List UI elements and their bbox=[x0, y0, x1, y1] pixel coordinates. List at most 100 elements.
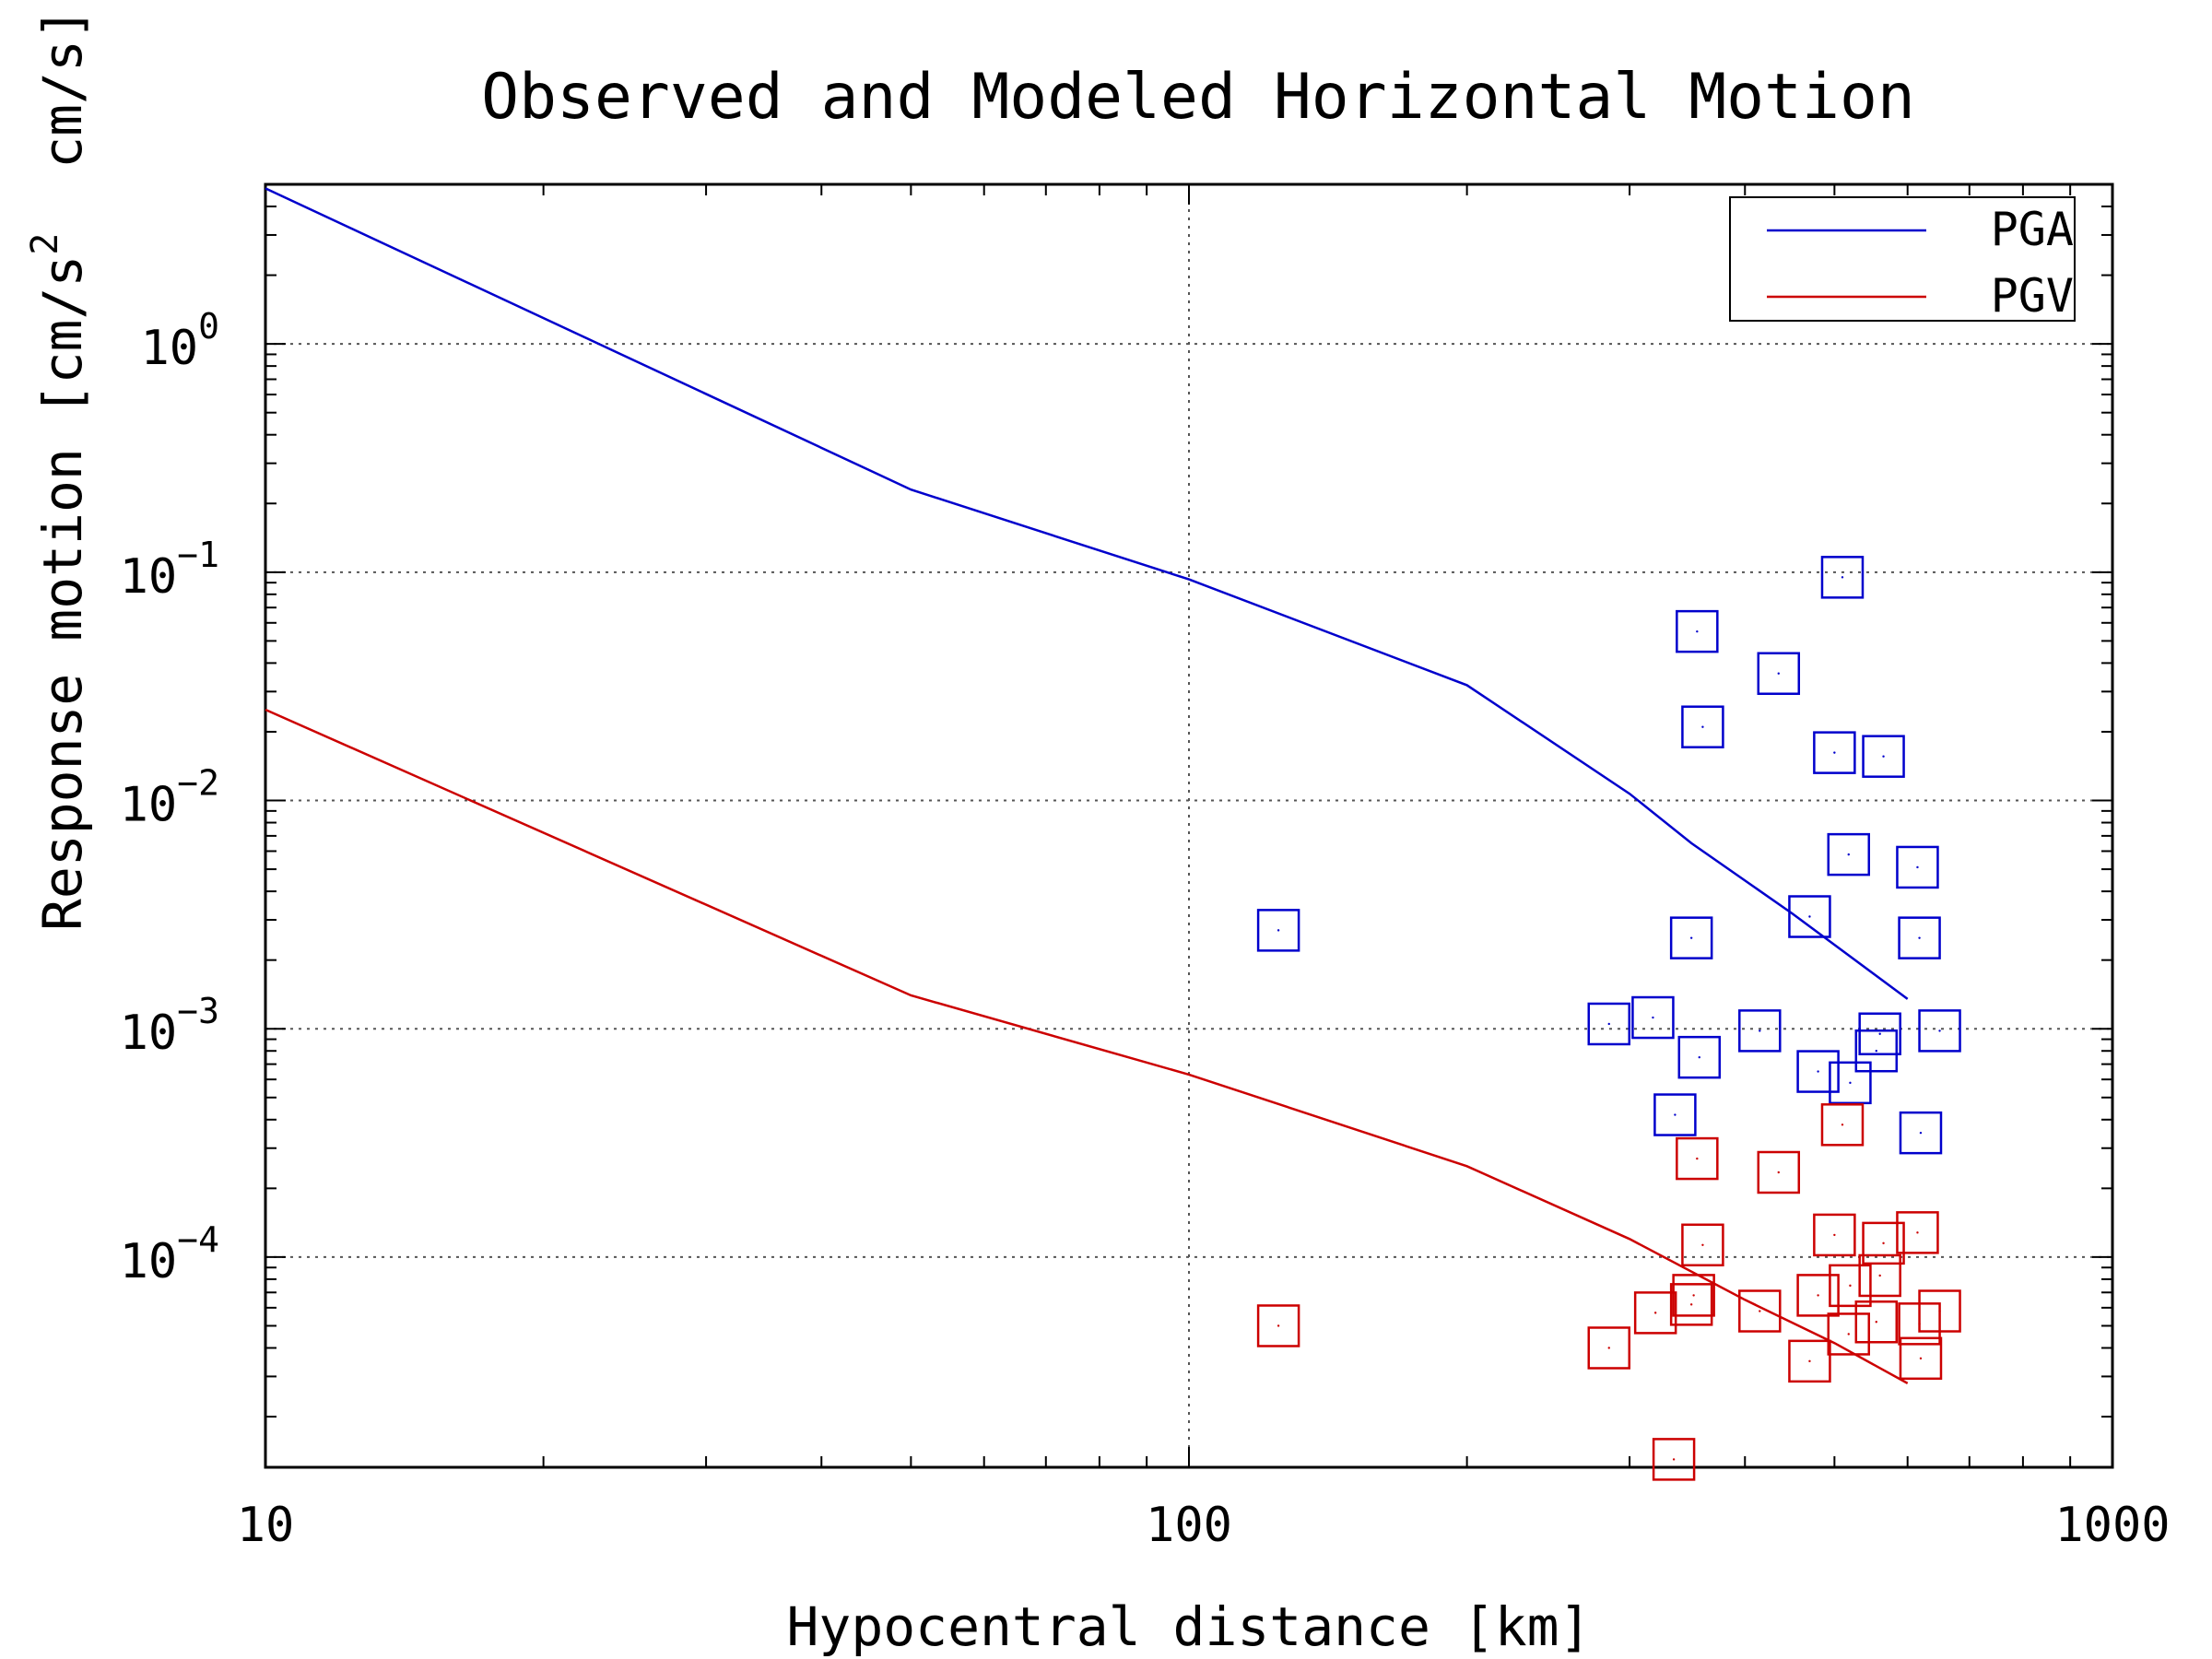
pga-observed-point-2 bbox=[1631, 995, 1675, 1040]
pgv-observed-point-dot-4 bbox=[1689, 1303, 1693, 1306]
pgv-observed-point-dot-11 bbox=[1817, 1294, 1819, 1297]
pga-observed-point-dot-1 bbox=[1607, 1022, 1610, 1026]
pga-observed-point-12 bbox=[1813, 731, 1856, 774]
pga-observed-point-dot-3 bbox=[1674, 1113, 1677, 1116]
legend: PGA PGV bbox=[1729, 196, 2076, 323]
pgv-observed-point-11 bbox=[1796, 1274, 1840, 1317]
y-tick-exp-2: −2 bbox=[177, 763, 219, 804]
pgv-observed-point-dot-13 bbox=[1841, 1124, 1844, 1126]
pga-observed-point-dot-21 bbox=[1919, 1131, 1923, 1135]
pgv-observed-point-dot-6 bbox=[1696, 1157, 1699, 1160]
pgv-observed-point-dot-19 bbox=[1916, 1231, 1919, 1234]
pga-observed-point-dot-20 bbox=[1918, 936, 1921, 939]
pga-observed-point-dot-2 bbox=[1652, 1016, 1654, 1019]
y-tick-base-4: 10 bbox=[120, 1234, 178, 1289]
pgv-observed-point-5 bbox=[1672, 1274, 1715, 1317]
pga-observed-point-21 bbox=[1899, 1111, 1943, 1155]
model-lines bbox=[265, 187, 1909, 1384]
pgv-observed-point-dot-3 bbox=[1672, 1458, 1676, 1461]
pga-observed-point-22 bbox=[1918, 1009, 1961, 1053]
x-axis-label: Hypocentral distance [km] bbox=[787, 1595, 1592, 1658]
pgv-observed-point-dot-10 bbox=[1808, 1359, 1811, 1363]
pga-observed-point-1 bbox=[1587, 1002, 1631, 1046]
pgv-observed-point-dot-16 bbox=[1875, 1321, 1877, 1324]
y-axis-label: Response motion [cm/s2 cm/s] bbox=[24, 7, 94, 931]
pga-observed-point-dot-0 bbox=[1277, 929, 1280, 932]
y-tick-exp-4: −4 bbox=[177, 1219, 219, 1260]
legend-label-pgv: PGV bbox=[1991, 269, 2074, 323]
x-tick-labels: 10 100 1000 bbox=[237, 1498, 2171, 1553]
pgv-observed-point-4 bbox=[1669, 1283, 1713, 1326]
axis-ticks bbox=[265, 183, 2113, 1467]
pgv-observed-point-17 bbox=[1858, 1253, 1901, 1298]
y-tick-base-1: 10 bbox=[120, 549, 178, 605]
pgv-observed-point-dot-14 bbox=[1847, 1333, 1850, 1335]
pgv-observed-point-8 bbox=[1738, 1289, 1782, 1333]
pga-observed-point-dot-12 bbox=[1833, 751, 1836, 754]
x-tick-label-0: 10 bbox=[237, 1498, 295, 1553]
pgv-observed-point-dot-21 bbox=[1919, 1357, 1923, 1360]
pga-observed-point-dot-4 bbox=[1689, 936, 1693, 939]
pgv-observed-point-16 bbox=[1854, 1300, 1899, 1344]
pgv-observed-point-14 bbox=[1827, 1312, 1871, 1356]
observed-points bbox=[1256, 556, 1961, 1481]
pga-observed-point-dot-17 bbox=[1878, 1032, 1881, 1035]
pga-observed-point-17 bbox=[1858, 1012, 1901, 1055]
pga-observed-point-7 bbox=[1681, 705, 1724, 748]
y-axis-label-tail: cm/s] bbox=[31, 7, 94, 232]
y-axis-label-main: Response motion [cm/s bbox=[31, 255, 94, 931]
pgv-observed-point-0 bbox=[1256, 1304, 1300, 1347]
pgv-observed-point-dot-8 bbox=[1759, 1310, 1761, 1312]
pgv-observed-point-13 bbox=[1820, 1103, 1865, 1147]
pgv-observed-point-dot-22 bbox=[1938, 1310, 1941, 1312]
y-tick-label-4: 10−4 bbox=[120, 1219, 219, 1289]
y-tick-exp-1: −1 bbox=[177, 535, 219, 575]
pgv-observed-point-2 bbox=[1633, 1291, 1677, 1335]
pga-observed-point-19 bbox=[1896, 845, 1939, 889]
y-tick-base-3: 10 bbox=[120, 1006, 178, 1061]
pga-observed-point-18 bbox=[1862, 735, 1905, 778]
pgv-observed-point-dot-18 bbox=[1882, 1241, 1885, 1245]
y-tick-exp-0: 0 bbox=[198, 306, 219, 347]
pga-observed-point-20 bbox=[1898, 916, 1941, 959]
pgv-observed-point-18 bbox=[1862, 1221, 1905, 1265]
pga-model-line bbox=[265, 187, 1909, 1000]
y-tick-label-2: 10−2 bbox=[120, 763, 219, 833]
pgv-observed-point-dot-12 bbox=[1833, 1233, 1836, 1237]
pgv-observed-point-21 bbox=[1899, 1336, 1943, 1381]
pga-observed-point-6 bbox=[1677, 1035, 1722, 1079]
pga-observed-point-4 bbox=[1669, 916, 1713, 959]
y-tick-label-0: 100 bbox=[140, 306, 219, 376]
pga-observed-point-dot-18 bbox=[1882, 755, 1885, 758]
y-tick-base-2: 10 bbox=[120, 778, 178, 833]
pgv-observed-point-9 bbox=[1757, 1150, 1801, 1194]
pga-observed-point-9 bbox=[1757, 652, 1801, 695]
x-tick-label-2: 1000 bbox=[2054, 1498, 2170, 1553]
pga-observed-point-16 bbox=[1854, 1029, 1899, 1073]
y-tick-label-1: 10−1 bbox=[120, 535, 219, 605]
pga-observed-point-dot-6 bbox=[1698, 1055, 1700, 1059]
y-tick-label-3: 10−3 bbox=[120, 991, 219, 1061]
pga-observed-point-dot-13 bbox=[1841, 576, 1844, 579]
pgv-observed-point-dot-2 bbox=[1653, 1312, 1657, 1314]
pgv-observed-point-dot-1 bbox=[1607, 1347, 1610, 1349]
pga-observed-point-dot-22 bbox=[1938, 1030, 1941, 1032]
pga-observed-point-dot-14 bbox=[1849, 1081, 1852, 1085]
pgv-observed-point-dot-5 bbox=[1692, 1294, 1695, 1297]
pga-observed-point-dot-9 bbox=[1777, 672, 1780, 675]
pgv-observed-point-10 bbox=[1788, 1339, 1831, 1383]
y-axis-label-sup: 2 bbox=[24, 233, 66, 255]
pgv-observed-point-22 bbox=[1918, 1289, 1961, 1333]
pga-observed-point-3 bbox=[1653, 1093, 1697, 1136]
pga-observed-point-8 bbox=[1738, 1009, 1782, 1053]
pga-observed-point-dot-11 bbox=[1817, 1070, 1819, 1073]
pgv-observed-point-dot-15 bbox=[1849, 1284, 1852, 1288]
pgv-observed-point-15 bbox=[1829, 1264, 1872, 1308]
pgv-observed-point-dot-7 bbox=[1701, 1243, 1704, 1246]
pga-observed-point-dot-8 bbox=[1759, 1030, 1761, 1032]
pgv-observed-point-1 bbox=[1587, 1326, 1631, 1370]
y-tick-exp-3: −3 bbox=[177, 991, 219, 1031]
pga-observed-point-dot-10 bbox=[1808, 915, 1811, 918]
pga-observed-point-0 bbox=[1256, 909, 1300, 952]
